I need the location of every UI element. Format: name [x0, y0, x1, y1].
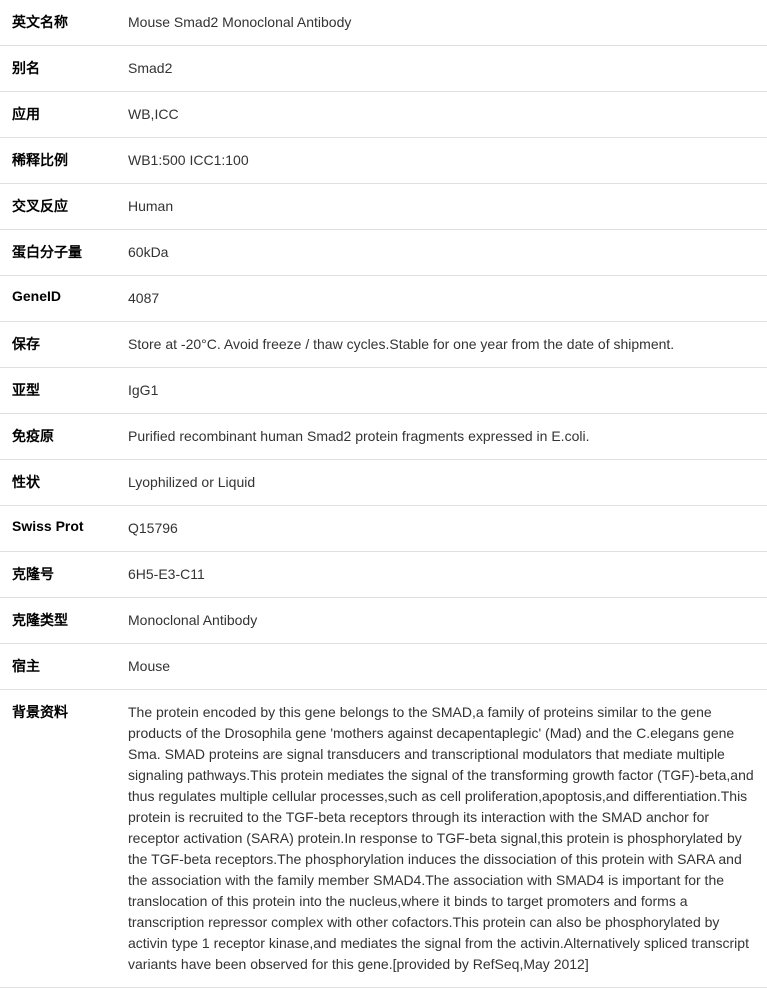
row-value: WB1:500 ICC1:100 — [120, 138, 767, 184]
table-row: 性状Lyophilized or Liquid — [0, 460, 767, 506]
row-label: 克隆号 — [0, 552, 120, 598]
row-label: 稀释比例 — [0, 138, 120, 184]
row-value: IgG1 — [120, 368, 767, 414]
row-value: WB,ICC — [120, 92, 767, 138]
table-row: 背景资料The protein encoded by this gene bel… — [0, 690, 767, 988]
row-label: 宿主 — [0, 644, 120, 690]
row-value: Mouse Smad2 Monoclonal Antibody — [120, 0, 767, 46]
row-value: 60kDa — [120, 230, 767, 276]
row-label: 别名 — [0, 46, 120, 92]
row-value: 4087 — [120, 276, 767, 322]
table-row: 亚型IgG1 — [0, 368, 767, 414]
row-label: 蛋白分子量 — [0, 230, 120, 276]
row-value: The protein encoded by this gene belongs… — [120, 690, 767, 988]
row-label: Swiss Prot — [0, 506, 120, 552]
table-row: 免疫原Purified recombinant human Smad2 prot… — [0, 414, 767, 460]
row-value: Human — [120, 184, 767, 230]
row-value: Lyophilized or Liquid — [120, 460, 767, 506]
table-row: GeneID4087 — [0, 276, 767, 322]
table-row: 别名Smad2 — [0, 46, 767, 92]
row-label: 性状 — [0, 460, 120, 506]
spec-tbody: 英文名称Mouse Smad2 Monoclonal Antibody 别名Sm… — [0, 0, 767, 988]
row-label: 亚型 — [0, 368, 120, 414]
row-value: Mouse — [120, 644, 767, 690]
row-value: Q15796 — [120, 506, 767, 552]
table-row: 英文名称Mouse Smad2 Monoclonal Antibody — [0, 0, 767, 46]
row-label: 保存 — [0, 322, 120, 368]
table-row: 稀释比例WB1:500 ICC1:100 — [0, 138, 767, 184]
row-value: Purified recombinant human Smad2 protein… — [120, 414, 767, 460]
table-row: 克隆号6H5-E3-C11 — [0, 552, 767, 598]
row-label: 背景资料 — [0, 690, 120, 988]
row-label: 英文名称 — [0, 0, 120, 46]
table-row: 保存Store at -20°C. Avoid freeze / thaw cy… — [0, 322, 767, 368]
row-label: 免疫原 — [0, 414, 120, 460]
row-label: GeneID — [0, 276, 120, 322]
table-row: 宿主Mouse — [0, 644, 767, 690]
table-row: 交叉反应Human — [0, 184, 767, 230]
row-label: 克隆类型 — [0, 598, 120, 644]
table-row: Swiss ProtQ15796 — [0, 506, 767, 552]
table-row: 克隆类型Monoclonal Antibody — [0, 598, 767, 644]
row-value: 6H5-E3-C11 — [120, 552, 767, 598]
specification-table: 英文名称Mouse Smad2 Monoclonal Antibody 别名Sm… — [0, 0, 767, 988]
table-row: 应用WB,ICC — [0, 92, 767, 138]
row-value: Smad2 — [120, 46, 767, 92]
row-value: Store at -20°C. Avoid freeze / thaw cycl… — [120, 322, 767, 368]
table-row: 蛋白分子量60kDa — [0, 230, 767, 276]
row-label: 交叉反应 — [0, 184, 120, 230]
row-value: Monoclonal Antibody — [120, 598, 767, 644]
row-label: 应用 — [0, 92, 120, 138]
